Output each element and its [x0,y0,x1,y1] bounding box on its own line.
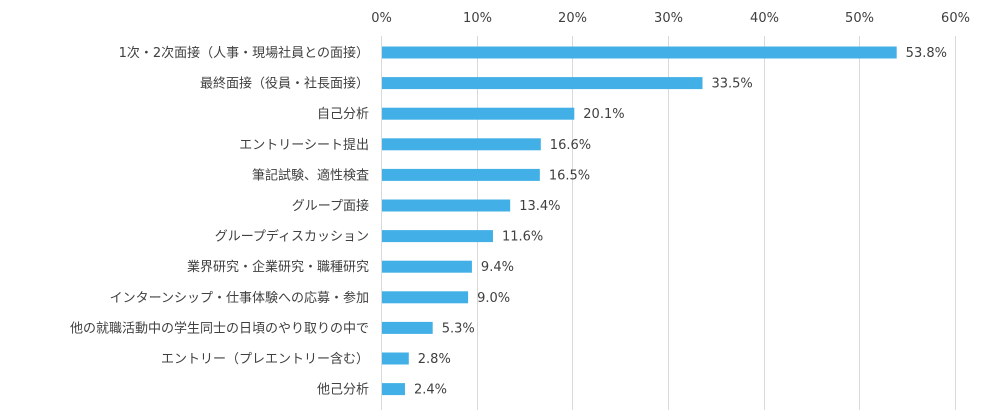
category-label: 最終面接（役員・社長面接） [200,76,369,92]
data-label: 16.5% [549,168,590,183]
bar [382,168,540,181]
category-label: 1次・2次面接（人事・現場社員との面接） [119,45,369,61]
category-label: 自己分析 [317,107,369,122]
bar [382,199,511,212]
x-tick-label: 0% [371,11,392,26]
x-tick-label: 20% [558,11,587,26]
x-tick-label: 30% [654,11,683,26]
data-label: 5.3% [442,321,475,336]
bar [382,383,405,396]
data-label: 2.4% [414,383,447,398]
bar [382,230,493,243]
x-tick-label: 40% [750,11,779,26]
bar [382,352,409,365]
data-label: 16.6% [550,138,591,153]
bar [382,107,575,120]
bar [382,46,897,59]
data-label: 9.4% [481,260,514,275]
category-label: エントリー（プレエントリー含む） [161,351,369,367]
bar [382,138,541,151]
category-label: グループディスカッション [215,229,369,245]
category-label: インターンシップ・仕事体験への応募・参加 [110,290,369,306]
bar [382,260,472,273]
x-tick-label: 10% [463,11,492,26]
grid-lines [381,36,956,410]
category-label: エントリーシート提出 [239,137,369,153]
bar [382,77,703,90]
value-labels: 53.8% 33.5% 20.1% 16.6% 16.5% 13.4% 11.6% 9.4% 9… [414,46,947,398]
bar [382,321,433,334]
data-label: 33.5% [711,77,752,92]
data-label: 20.1% [583,107,624,122]
data-label: 13.4% [519,199,560,214]
category-label: 業界研究・企業研究・職種研究 [187,259,369,275]
data-label: 53.8% [906,46,947,61]
category-labels: 1次・2次面接（人事・現場社員との面接） 最終面接（役員・社長面接） 自己分析エント… [70,45,369,398]
x-axis-ticks: 0% 10% 20% 30% 40% 50% 60% [371,11,970,26]
category-label: グループ面接 [292,198,369,214]
category-label: 他己分析 [317,383,369,398]
data-label: 11.6% [502,230,543,245]
data-label: 2.8% [418,352,451,367]
x-tick-label: 50% [845,11,874,26]
category-label: 筆記試験、適性検査 [252,167,369,183]
bars [382,46,897,396]
category-label: 他の就職活動中の学生同士の日頃のやり取りの中で [70,320,369,336]
x-tick-label: 60% [941,11,970,26]
bar [382,291,469,304]
data-label: 9.0% [477,291,510,306]
